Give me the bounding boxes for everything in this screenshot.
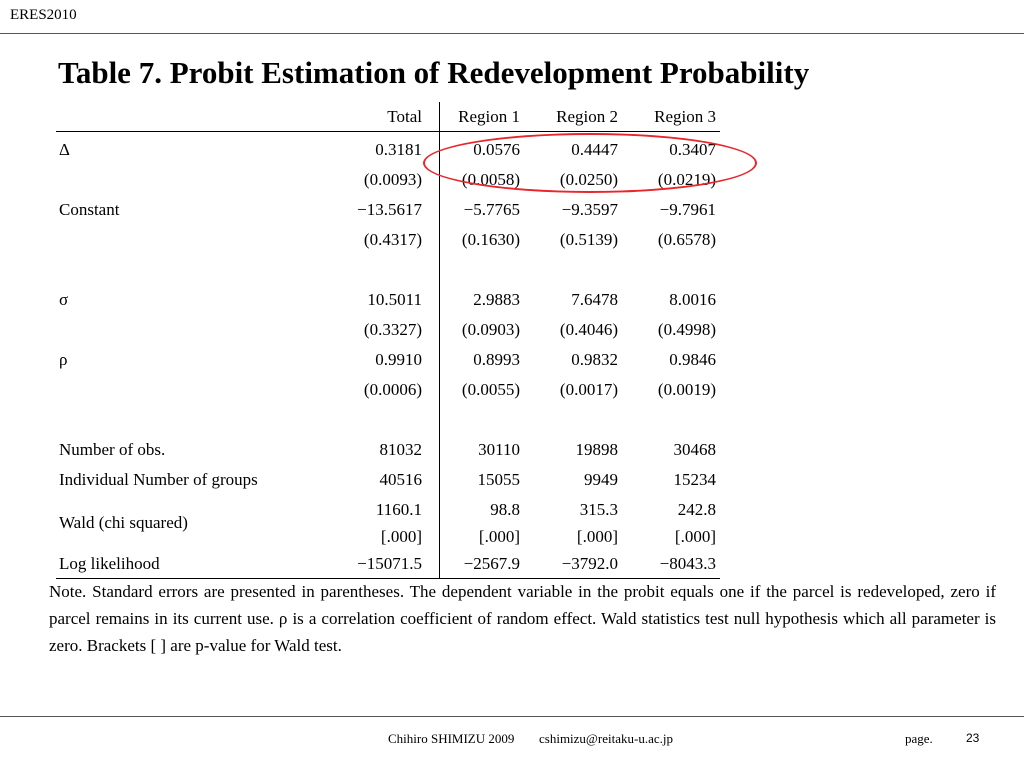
table-cell: (0.0006) — [363, 380, 422, 399]
table-cell: (0.0093) — [363, 170, 422, 189]
table-cell: [.000] — [576, 527, 618, 546]
table-cell: −5.7765 — [463, 200, 520, 219]
table-cell: [.000] — [674, 527, 716, 546]
table-cell: (0.1630) — [461, 230, 520, 249]
table-cell: 0.9910 — [375, 350, 422, 369]
bottom-rule — [56, 578, 720, 579]
footer-page-label: page. — [905, 731, 933, 746]
table-row: (0.0006) (0.0055) (0.0017) (0.0019) — [56, 375, 720, 405]
table-cell: 0.3181 — [375, 140, 422, 159]
table-cell: (0.6578) — [657, 230, 716, 249]
row-label: Number of obs. — [59, 440, 166, 459]
table-cell: −9.3597 — [561, 200, 618, 219]
table-cell: 0.8993 — [473, 350, 520, 369]
top-rule — [0, 33, 1024, 34]
table-row: [.000] [.000] [.000] [.000] — [56, 522, 720, 552]
table-cell: (0.4998) — [657, 320, 716, 339]
footer-author: Chihiro SHIMIZU 2009 — [388, 731, 515, 746]
table-cell: 10.5011 — [367, 290, 422, 309]
table-cell: −3792.0 — [561, 554, 618, 573]
table-cell: 30468 — [673, 440, 717, 459]
table-cell: 40516 — [379, 470, 423, 489]
table-cell: 0.9846 — [669, 350, 716, 369]
table-cell: −15071.5 — [357, 554, 422, 573]
table-row: Wald (chi squared) 1160.1 98.8 315.3 242.8 — [56, 495, 720, 532]
table-cell: 0.9832 — [571, 350, 618, 369]
column-header-total: Total — [387, 107, 422, 126]
table-cell: (0.0903) — [461, 320, 520, 339]
table-row: (0.3327) (0.0903) (0.4046) (0.4998) — [56, 315, 720, 345]
table-cell: (0.5139) — [559, 230, 618, 249]
table-cell: (0.0055) — [461, 380, 520, 399]
column-divider — [439, 102, 440, 578]
table-row: σ 10.5011 2.9883 7.6478 8.0016 — [56, 285, 720, 315]
table-cell: −2567.9 — [463, 554, 520, 573]
page-number: 23 — [966, 731, 980, 745]
table-cell: −9.7961 — [659, 200, 716, 219]
table-cell: 19898 — [575, 440, 619, 459]
table-row: Individual Number of groups 40516 15055 994… — [56, 465, 720, 495]
table-cell: −13.5617 — [357, 200, 422, 219]
row-label: σ — [59, 290, 69, 309]
table-cell: 1160.1 — [375, 500, 422, 519]
table-row: Number of obs. 81032 30110 19898 30468 — [56, 435, 720, 465]
table-row: Log likelihood −15071.5 −2567.9 −3792.0 −804… — [56, 549, 720, 579]
row-label: Individual Number of groups — [59, 470, 258, 489]
table-cell: 315.3 — [579, 500, 618, 519]
table-cell: (0.4046) — [559, 320, 618, 339]
table-cell: (0.0017) — [559, 380, 618, 399]
table-cell: [.000] — [380, 527, 422, 546]
table-cell: 81032 — [379, 440, 423, 459]
header-label: ERES2010 — [10, 7, 77, 23]
table-cell: 8.0016 — [669, 290, 716, 309]
row-label: Log likelihood — [59, 554, 160, 573]
table-row: (0.4317) (0.1630) (0.5139) (0.6578) — [56, 225, 720, 255]
column-header-region-3: Region 3 — [654, 107, 716, 126]
table-cell: 15055 — [477, 470, 521, 489]
table-header-row: Total Region 1 Region 2 Region 3 — [56, 102, 720, 132]
table-cell: 242.8 — [677, 500, 716, 519]
row-label: Wald (chi squared) — [59, 513, 188, 532]
highlight-circle — [423, 133, 757, 193]
table-row: ρ 0.9910 0.8993 0.9832 0.9846 — [56, 345, 720, 375]
table-cell: 9949 — [584, 470, 618, 489]
row-label: ρ — [59, 350, 68, 369]
table-cell: (0.0019) — [657, 380, 716, 399]
table-cell: 2.9883 — [473, 290, 520, 309]
row-label: Δ — [59, 140, 70, 159]
table-cell: (0.3327) — [363, 320, 422, 339]
table-cell: 7.6478 — [571, 290, 618, 309]
table-cell: −8043.3 — [659, 554, 716, 573]
table-cell: 30110 — [478, 440, 520, 459]
table-row: Constant −13.5617 −5.7765 −9.3597 −9.7961 — [56, 195, 720, 225]
table-cell: (0.4317) — [363, 230, 422, 249]
column-header-region-2: Region 2 — [556, 107, 618, 126]
table-cell: 98.8 — [490, 500, 520, 519]
page-title: Table 7. Probit Estimation of Redevelopm… — [58, 55, 810, 90]
table-cell: 15234 — [673, 470, 717, 489]
header-rule — [56, 131, 720, 132]
bottom-rule-footer — [0, 716, 1024, 717]
table-note: Note. Standard errors are presented in p… — [49, 582, 996, 655]
footer-email: cshimizu@reitaku-u.ac.jp — [539, 731, 673, 746]
table-cell: [.000] — [478, 527, 520, 546]
column-header-region-1: Region 1 — [458, 107, 520, 126]
row-label: Constant — [59, 200, 120, 219]
